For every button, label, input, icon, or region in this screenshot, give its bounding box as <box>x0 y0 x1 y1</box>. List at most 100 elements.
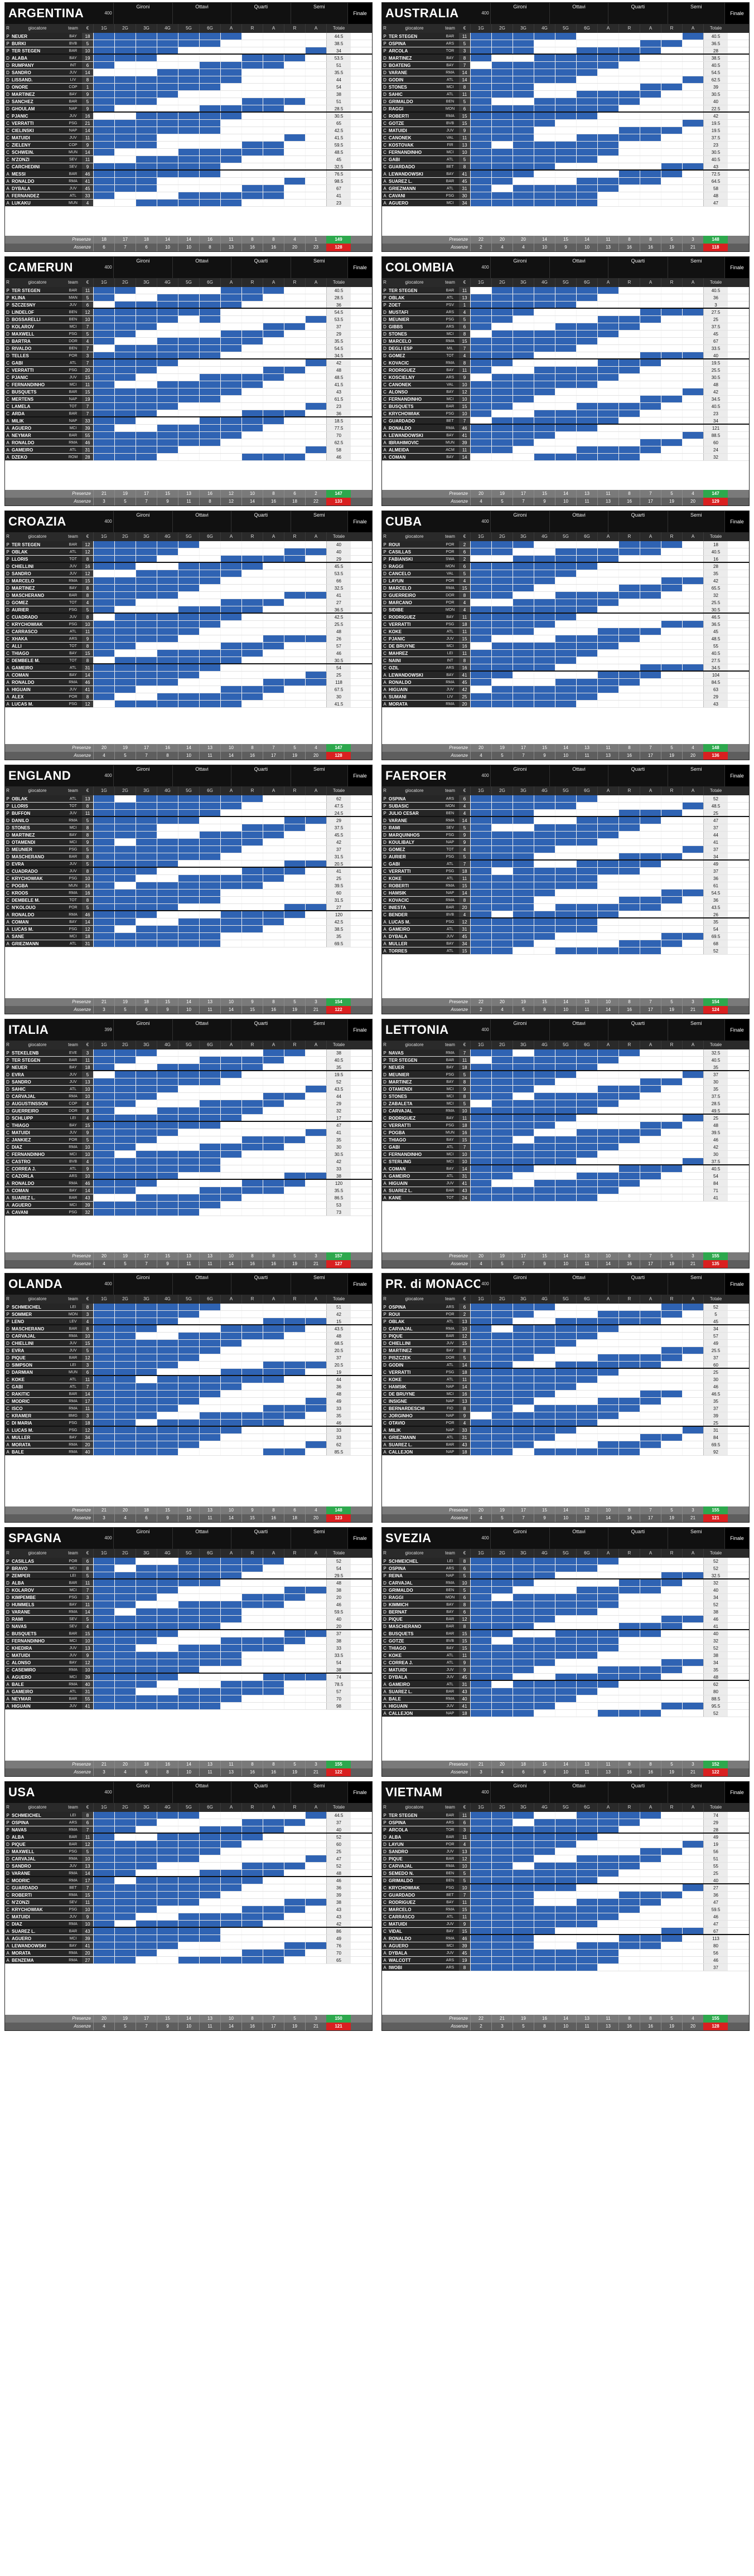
table-row[interactable]: D SIDIBE MON 4 30.5 <box>382 606 749 614</box>
table-row[interactable]: C KRYCHOWIAK PSG 10 23 <box>382 410 749 417</box>
table-row[interactable]: A COMAN BAY 14 32 <box>382 454 749 461</box>
table-row[interactable]: A GRIEZMANN ATL 31 58 <box>382 185 749 192</box>
table-row[interactable]: A MILIK NAP 33 18.5 <box>5 417 372 425</box>
table-row[interactable]: A BALE RMA 40 85.5 <box>5 1449 372 1456</box>
table-row[interactable]: C ARDA BAR 7 36 <box>5 410 372 417</box>
table-row[interactable]: D MASCHERANO BAR 8 43.5 <box>5 1325 372 1333</box>
table-row[interactable]: D GOMEZ TOT 4 27 <box>5 599 372 606</box>
table-row[interactable]: A SUMANI LIV 25 29 <box>382 693 749 701</box>
table-row[interactable]: D RIVALDO BEN 7 54.5 <box>5 345 372 352</box>
table-row[interactable]: C KRAMER BMG 3 35 <box>5 1412 372 1420</box>
table-row[interactable]: P STEKELENB EVE 3 38 <box>5 1049 372 1057</box>
table-row[interactable]: P ARCOLA TOR 3 28 <box>382 47 749 55</box>
table-row[interactable]: D MEUNIER PSG 5 37 <box>382 1071 749 1078</box>
table-row[interactable]: P TER STEGEN BAR 11 40.5 <box>382 287 749 294</box>
table-row[interactable]: D GRIMALDO BEN 5 40 <box>382 98 749 105</box>
table-row[interactable]: C KOKE ATL 11 45 <box>382 628 749 635</box>
table-row[interactable]: A MULLER BAY 34 33 <box>5 1434 372 1441</box>
table-row[interactable]: A SUAREZ L. BAR 43 86.5 <box>5 1194 372 1202</box>
table-row[interactable]: P SUBASIC MON 4 48.5 <box>382 803 749 810</box>
table-row[interactable]: D CHIELLINI JUV 15 49 <box>382 1340 749 1347</box>
table-row[interactable]: P OSPINA ARS 6 52 <box>382 1304 749 1311</box>
table-row[interactable]: P TER STEGEN BAR 11 40.5 <box>5 1057 372 1064</box>
table-row[interactable]: D CARVAJAL RMA 10 44 <box>5 1093 372 1100</box>
table-row[interactable]: P OBLAK ATL 12 40 <box>5 548 372 556</box>
table-row[interactable]: D EVRA JUV 5 20.5 <box>5 861 372 868</box>
table-row[interactable]: A LEWANDOWSKI BAY 41 104 <box>382 672 749 679</box>
table-row[interactable]: D CANCELO VAL 5 35 <box>382 570 749 577</box>
table-row[interactable]: D SAHIC ATL 11 30.5 <box>382 91 749 98</box>
table-row[interactable]: D MAXWELL PSG 5 29 <box>5 330 372 338</box>
table-row[interactable]: D CARVAJAL RMA 10 49.5 <box>382 1107 749 1115</box>
table-row[interactable]: A MESSI BAR 46 76.5 <box>5 171 372 178</box>
table-row[interactable]: C RAKITIC BAR 14 48 <box>5 1391 372 1398</box>
table-row[interactable]: A SUAREZ L. BAR 43 71 <box>382 1187 749 1194</box>
table-row[interactable]: C KOKE ATL 11 36 <box>382 875 749 882</box>
table-row[interactable]: A DYBALA JUV 45 69.5 <box>382 933 749 940</box>
table-row[interactable]: A COMAN BAY 14 40.5 <box>382 1165 749 1173</box>
table-row[interactable]: A RONALDO RMA 46 62.5 <box>5 439 372 446</box>
table-row[interactable]: P SCHMEICHEL LEI 8 51 <box>5 1304 372 1311</box>
table-row[interactable]: A IBRAHIMOVIC MUN 39 60 <box>382 439 749 446</box>
table-row[interactable]: A HIGUAIN JUV 41 67.5 <box>5 686 372 693</box>
table-row[interactable]: D MARCELO RMA 15 65.5 <box>382 585 749 592</box>
table-row[interactable]: A KANE TOT 24 41 <box>382 1194 749 1202</box>
table-row[interactable]: D MARQUINHOS PSG 9 44 <box>382 832 749 839</box>
table-row[interactable]: C VERRATTI PSG 20 48 <box>5 367 372 374</box>
table-row[interactable]: C GUARDADO BET 7 34 <box>382 417 749 425</box>
table-row[interactable]: A AGUERO MCI 39 53 <box>5 1202 372 1209</box>
table-row[interactable]: D GODIN ATL 14 62.5 <box>382 76 749 84</box>
table-row[interactable]: A LUCAS M. PSG 12 38.5 <box>5 926 372 933</box>
table-row[interactable]: D MARCELO RMA 15 67 <box>382 338 749 345</box>
table-row[interactable]: D PIQUE BAR 12 37 <box>5 1354 372 1362</box>
table-row[interactable]: C NAINI INT 8 27.5 <box>382 657 749 664</box>
table-row[interactable]: D SIMPSON LEI 3 20.5 <box>5 1362 372 1369</box>
table-row[interactable]: D DANILO RMA 5 29 <box>5 817 372 824</box>
table-row[interactable]: C LAMELA TOT 7 23 <box>5 403 372 410</box>
table-row[interactable]: C N'KOLOUO POR 5 27 <box>5 904 372 911</box>
table-row[interactable]: D STONES MCI 8 37.5 <box>5 824 372 832</box>
table-row[interactable]: C BUSQUETS BAR 15 43 <box>5 388 372 396</box>
table-row[interactable]: D MUSTAFI ARS 4 27.5 <box>382 309 749 316</box>
table-row[interactable]: D STONES MCI 8 39 <box>382 84 749 91</box>
table-row[interactable]: A MULLER BAY 34 68 <box>382 940 749 947</box>
table-row[interactable]: A SANE MCI 18 35 <box>5 933 372 940</box>
table-row[interactable]: D DARMIAN MUN 6 19 <box>5 1369 372 1376</box>
table-row[interactable]: D MARTINEZ BAY 9 38 <box>5 91 372 98</box>
table-row[interactable]: A RONALDO RMA 41 98.5 <box>5 178 372 185</box>
table-row[interactable]: C ZIELENY COP 9 59.5 <box>5 142 372 149</box>
table-row[interactable]: C KROOS RMA 16 60 <box>5 890 372 897</box>
table-row[interactable]: A FERNANDEZ ATL 33 41 <box>5 192 372 200</box>
table-row[interactable]: D VARANE RMA 14 54.5 <box>382 69 749 76</box>
table-row[interactable]: D CARVAJAL RMA 10 34 <box>382 1325 749 1333</box>
table-row[interactable]: D ZABALETA MCI 5 28.5 <box>382 1100 749 1107</box>
table-row[interactable]: P ROUI POR 2 5 <box>382 1311 749 1318</box>
table-row[interactable]: D CHIELLINI JUV 16 45.5 <box>5 563 372 570</box>
table-row[interactable]: D LAYUN POR 4 42 <box>382 577 749 585</box>
table-row[interactable]: C SCHWEIN. MUN 14 48.5 <box>5 149 372 156</box>
table-row[interactable]: P ROUI POR 2 18 <box>382 541 749 548</box>
table-row[interactable]: D STONES MCI 8 45 <box>382 330 749 338</box>
table-row[interactable]: D MASCHERANO BAR 8 31.5 <box>5 853 372 861</box>
table-row[interactable]: D ALABA BAY 19 53.5 <box>5 55 372 62</box>
table-row[interactable]: D AURIER PSG 5 36.5 <box>5 606 372 614</box>
table-row[interactable]: C CAZORLA ARS 10 38 <box>5 1173 372 1180</box>
table-row[interactable]: D SANCHEZ BAR 5 51 <box>5 98 372 105</box>
table-row[interactable]: C ISCO RMA 11 33 <box>5 1405 372 1412</box>
table-row[interactable]: D KOULIBALY NAP 9 41 <box>382 839 749 846</box>
table-row[interactable]: A HIGUAIN JUV 41 84 <box>382 1180 749 1187</box>
table-row[interactable]: A MORATA RMA 20 62 <box>5 1441 372 1449</box>
table-row[interactable]: C STERLING MCI 10 37.5 <box>382 1158 749 1165</box>
table-row[interactable]: P BURKI BVB 5 38.5 <box>5 40 372 47</box>
table-row[interactable]: A HIGUAIN JUV 42 63 <box>382 686 749 693</box>
table-row[interactable]: C VERRATTI PSG 18 37 <box>382 868 749 875</box>
table-row[interactable]: C ALONSO BAY 12 42 <box>382 388 749 396</box>
table-row[interactable]: A RONALDO RMA 45 84.5 <box>382 679 749 686</box>
table-row[interactable]: D OTAMENDI MCI 9 42 <box>5 839 372 846</box>
table-row[interactable]: D PIQUE BAR 12 57 <box>382 1333 749 1340</box>
table-row[interactable]: A GAMEIRO ATL 31 54 <box>382 1173 749 1180</box>
table-row[interactable]: C RODRIGUEZ BAY 11 25 <box>382 1115 749 1122</box>
table-row[interactable]: A COMAN BAY 14 42.5 <box>5 918 372 926</box>
table-row[interactable]: C INIESTA BAR 20 43.5 <box>382 904 749 911</box>
table-row[interactable]: C GABI ATL 7 49 <box>382 861 749 868</box>
